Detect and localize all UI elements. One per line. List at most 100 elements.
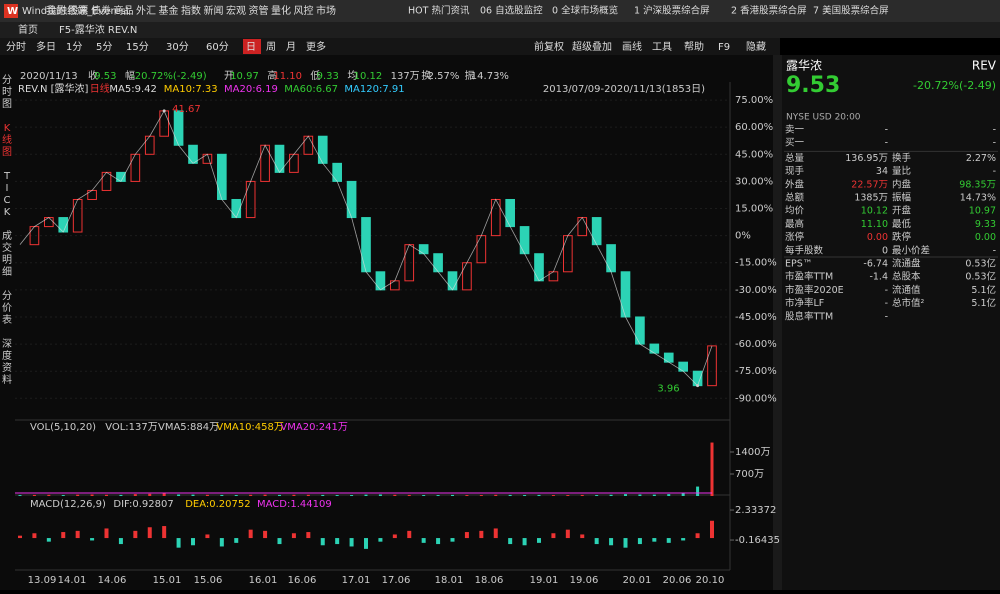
info-field: 低 xyxy=(310,69,320,82)
extreme-label: 3.96 xyxy=(657,384,679,395)
volume-bar xyxy=(220,494,224,496)
period-tab[interactable]: 1分 xyxy=(66,41,82,53)
volume-bar xyxy=(177,494,181,496)
divider xyxy=(773,55,782,590)
macd-bar xyxy=(652,538,657,542)
menu-item[interactable]: 我的 xyxy=(46,4,66,17)
menu-item[interactable]: 量化 xyxy=(271,4,291,17)
volume-bar xyxy=(61,495,65,496)
menu-item[interactable]: 指数 xyxy=(181,4,201,17)
date-label: 13.09 xyxy=(28,575,57,586)
quote-value: 98.35万 xyxy=(959,179,996,190)
tool-button[interactable]: 前复权 xyxy=(534,40,564,53)
menu-item[interactable]: 债券 xyxy=(91,4,111,17)
menu-item[interactable]: 股票 xyxy=(69,5,89,17)
quote-value: -1.4 xyxy=(869,272,888,283)
side-tab[interactable]: 分价表 xyxy=(2,290,12,326)
macd-bar xyxy=(421,538,426,543)
macd-bar xyxy=(18,535,22,539)
macd-bar xyxy=(710,520,714,539)
side-tab[interactable]: 分时图 xyxy=(2,74,12,110)
y-tick-label: -75.00% xyxy=(735,366,777,377)
period-tab[interactable]: 5分 xyxy=(96,41,112,53)
period-tab[interactable]: 30分 xyxy=(166,41,189,53)
screen-tab[interactable]: 0 全球市场概览 xyxy=(552,5,618,17)
y-tick-label: -15.00% xyxy=(735,258,777,269)
info-field: 10.12 xyxy=(354,71,383,82)
period-tab[interactable]: 分时 xyxy=(6,41,26,53)
macd-bar xyxy=(594,538,599,545)
volume-bar xyxy=(566,495,570,496)
screen-tab[interactable]: 7 美国股票综合屏 xyxy=(813,5,889,17)
ma-legend: MA5:9.42 xyxy=(109,84,156,95)
tool-button[interactable]: 工具 xyxy=(652,41,672,53)
tool-button[interactable]: F9 xyxy=(718,42,730,53)
side-tab[interactable]: 成交明细 xyxy=(2,230,12,278)
quote-value: 11.10 xyxy=(861,219,888,230)
menu-item[interactable]: 外汇 xyxy=(136,4,156,17)
quote-label: 市净率LF xyxy=(785,297,824,309)
quote-label: EPS™ xyxy=(785,259,812,270)
side-tab[interactable]: 深度资料 xyxy=(2,338,12,386)
candle xyxy=(635,316,645,345)
exchange: NYSE USD 20:00 xyxy=(786,113,861,123)
side-tab[interactable]: K 线图 xyxy=(2,123,12,158)
candle xyxy=(505,198,515,228)
period-tab[interactable]: 月 xyxy=(286,41,296,53)
macd-bar xyxy=(248,529,253,539)
quote-value: 9.33 xyxy=(975,219,996,230)
macd-bar xyxy=(349,538,354,547)
screen-tab[interactable]: 1 沪深股票综合屏 xyxy=(634,5,710,17)
y-tick-label: 60.00% xyxy=(735,122,773,133)
menu-item[interactable]: 宏观 xyxy=(226,4,246,17)
info-field: 11.10 xyxy=(273,71,302,82)
doc-tab[interactable]: 首页 xyxy=(18,23,38,36)
quote-value: 5.1亿 xyxy=(971,284,996,296)
tool-button[interactable]: 画线 xyxy=(622,40,642,53)
y-tick-label: 0% xyxy=(735,231,751,242)
period-tab[interactable]: 日 xyxy=(246,42,256,53)
info-field: 幅 xyxy=(125,69,135,82)
volume-bar xyxy=(162,493,166,496)
tool-button[interactable]: 隐藏 xyxy=(746,41,766,53)
macd-bar xyxy=(90,538,95,541)
menu-item[interactable]: 风控 xyxy=(294,4,314,17)
y-tick-label: 700万 xyxy=(735,469,764,480)
period-tab[interactable]: 周 xyxy=(266,41,276,53)
menu-item[interactable]: 市场 xyxy=(316,4,336,17)
info-field: 10.97 xyxy=(230,71,259,82)
quote-label: 涨停 xyxy=(785,231,805,243)
period-tab[interactable]: 15分 xyxy=(126,41,149,53)
macd-legend: MACD:1.44109 xyxy=(257,499,332,510)
menu-item[interactable]: 新闻 xyxy=(204,4,224,17)
info-field: 振 xyxy=(465,69,475,82)
tool-button[interactable]: 帮助 xyxy=(684,40,704,53)
date-label: 14.01 xyxy=(58,575,87,586)
menu-item[interactable]: 商品 xyxy=(114,4,134,17)
candle xyxy=(116,171,126,182)
screen-tab[interactable]: HOT 热门资讯 xyxy=(408,5,470,17)
y-tick-label: -60.00% xyxy=(735,339,777,350)
macd-bar xyxy=(666,538,671,543)
volume-bar xyxy=(609,494,613,496)
date-label: 16.06 xyxy=(288,575,317,586)
date-range: 2013/07/09-2020/11/13(1853日) xyxy=(543,84,705,95)
menu-item[interactable]: 基金 xyxy=(159,4,179,17)
volume-bar xyxy=(278,494,281,496)
tool-button[interactable]: 超级叠加 xyxy=(572,40,612,53)
volume-bar xyxy=(306,494,310,496)
menu-item[interactable]: 资管 xyxy=(249,4,269,17)
macd-bar xyxy=(623,538,628,548)
period-tab[interactable]: 多日 xyxy=(36,40,56,53)
quote-value: 10.12 xyxy=(861,206,888,217)
doc-tab[interactable]: F5-露华浓 REV.N xyxy=(59,23,137,36)
screen-tab[interactable]: 06 自选股监控 xyxy=(480,5,543,17)
macd-bar xyxy=(234,538,239,543)
ma-legend: MA20:6.19 xyxy=(224,84,278,95)
screen-tab[interactable]: 2 香港股票综合屏 xyxy=(731,5,807,17)
macd-bar xyxy=(407,530,412,539)
period-tab[interactable]: 60分 xyxy=(206,41,229,53)
period-tab[interactable]: 更多 xyxy=(306,40,326,53)
date-label: 15.06 xyxy=(194,575,223,586)
